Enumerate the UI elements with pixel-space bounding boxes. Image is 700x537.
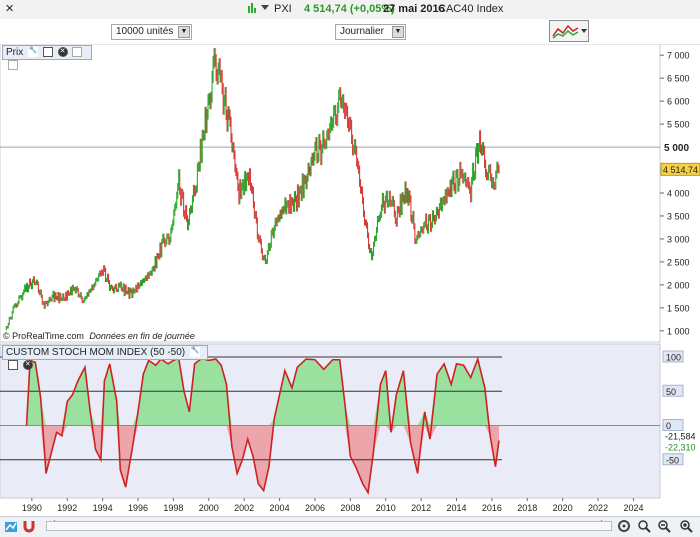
negative-area bbox=[26, 425, 499, 493]
indicator-tick-label: 100 bbox=[666, 353, 681, 363]
quantity-select[interactable]: 10000 unités ▼ bbox=[111, 24, 192, 40]
indicator-fill bbox=[26, 358, 499, 493]
price-tick-label: 2 500 bbox=[667, 257, 690, 267]
current-price-label: 4 514,74 bbox=[663, 165, 698, 175]
settings-icon[interactable] bbox=[617, 519, 631, 533]
price-plot-area bbox=[0, 44, 661, 343]
period-select-value: Journalier bbox=[340, 26, 384, 37]
wrench-icon[interactable]: 🔧 bbox=[189, 347, 200, 358]
price-tick-label: 1 500 bbox=[667, 303, 690, 313]
expand-icon[interactable] bbox=[8, 60, 18, 71]
horizontal-scrollbar[interactable] bbox=[46, 521, 612, 531]
price-tick-label: 5 500 bbox=[667, 120, 690, 130]
price-tick-label: 7 000 bbox=[667, 51, 690, 61]
current-price-badge bbox=[660, 162, 700, 176]
indicator-panel-label: CUSTOM STOCH MOM INDEX (50 -50) bbox=[6, 347, 186, 358]
x-tick-label: 2014 bbox=[446, 503, 466, 513]
price-tick-label: 3 500 bbox=[667, 211, 690, 221]
indicator-line bbox=[25, 356, 500, 496]
x-axis: 1990 1992 1994 1996 1998 2000 2002 2004 2006 2008… bbox=[22, 498, 643, 513]
x-tick-label: 2018 bbox=[517, 503, 537, 513]
crosshair-icon[interactable] bbox=[4, 519, 18, 533]
close-icon[interactable]: ✕ bbox=[5, 3, 15, 15]
zoom-fit-icon[interactable] bbox=[637, 519, 651, 533]
price-tick-label: 6 000 bbox=[667, 97, 690, 107]
wrench-icon[interactable]: 🔧 bbox=[28, 47, 39, 58]
x-tick-label: 1996 bbox=[128, 503, 148, 513]
chevron-down-icon bbox=[581, 29, 587, 33]
date-label: 27 mai 2016 bbox=[383, 3, 445, 15]
x-tick-label: 2006 bbox=[305, 503, 325, 513]
collapse-icon[interactable] bbox=[72, 47, 83, 58]
title-bar: ✕ PXI 4 514,74 (+0,05%) 27 mai 2016 CAC4… bbox=[0, 0, 700, 20]
zoom-in-icon[interactable] bbox=[679, 519, 693, 533]
indicator-value-2: -22,310 bbox=[665, 442, 696, 452]
toolbar: 10000 unités ▼ Journalier ▼ bbox=[0, 19, 700, 45]
price-tick-label: 6 500 bbox=[667, 74, 690, 84]
chart-style-button[interactable] bbox=[549, 20, 589, 42]
x-tick-label: 2016 bbox=[482, 503, 502, 513]
indicator-tick-box bbox=[662, 419, 684, 431]
indicator-panel-header: CUSTOM STOCH MOM INDEX (50 -50) 🔧 ✕ bbox=[2, 345, 208, 371]
x-tick-label: 2002 bbox=[234, 503, 254, 513]
bar-chart-icon bbox=[248, 3, 257, 13]
x-tick-label: 2012 bbox=[411, 503, 431, 513]
x-tick-label: 2004 bbox=[270, 503, 290, 513]
indicator-tick-label: 0 bbox=[666, 421, 671, 431]
quantity-select-value: 10000 unités bbox=[116, 26, 174, 37]
x-tick-label: 2008 bbox=[340, 503, 360, 513]
zoom-out-icon[interactable] bbox=[657, 519, 671, 533]
price-tick-label: 2 000 bbox=[667, 280, 690, 290]
copyright-text: © ProRealTime.com bbox=[3, 331, 84, 341]
dropdown-arrow-icon[interactable] bbox=[261, 5, 269, 10]
price-tick-label: 3 000 bbox=[667, 234, 690, 244]
close-icon[interactable]: ✕ bbox=[22, 360, 33, 371]
indicator-series bbox=[25, 356, 500, 496]
indicator-tick-box bbox=[662, 384, 684, 397]
window-icon[interactable] bbox=[42, 47, 53, 58]
price-panel-label: Prix bbox=[6, 47, 24, 58]
symbol-label: PXI bbox=[274, 3, 292, 15]
magnet-icon[interactable] bbox=[22, 519, 36, 533]
indicator-tick-box bbox=[662, 350, 684, 363]
chart-style-icon bbox=[552, 24, 579, 39]
indicator-value-1: -21,584 bbox=[665, 431, 696, 441]
close-icon[interactable]: ✕ bbox=[57, 47, 68, 58]
x-tick-label: 1998 bbox=[163, 503, 183, 513]
period-select[interactable]: Journalier ▼ bbox=[335, 24, 406, 40]
x-tick-label: 1994 bbox=[93, 503, 113, 513]
price-tick-label: 1 000 bbox=[667, 326, 690, 336]
indicator-tick-box bbox=[662, 453, 684, 466]
price-y-axis: 1 000 1 500 2 000 2 500 3 000 3 500 4 000 5 500… bbox=[660, 51, 700, 336]
price-tick-label: 4 000 bbox=[667, 189, 690, 199]
positive-area bbox=[26, 358, 499, 426]
price-change-label: 4 514,74 (+0,05%) bbox=[304, 3, 395, 15]
price-series bbox=[5, 48, 500, 331]
data-note-text: Données en fin de journée bbox=[89, 331, 195, 341]
x-tick-label: 2010 bbox=[376, 503, 396, 513]
x-tick-label: 1990 bbox=[22, 503, 42, 513]
chart-area: 1 000 1 500 2 000 2 500 3 000 3 500 4 000 5 500… bbox=[0, 44, 700, 513]
indicator-tick-label: 50 bbox=[666, 387, 676, 397]
chevron-down-icon: ▼ bbox=[178, 26, 190, 38]
x-tick-label: 1992 bbox=[57, 503, 77, 513]
x-tick-label: 2000 bbox=[199, 503, 219, 513]
price-panel-header: Prix 🔧 ✕ bbox=[2, 45, 92, 71]
window-icon[interactable] bbox=[8, 360, 18, 371]
indicator-tick-label: -50 bbox=[666, 455, 679, 465]
indicator-y-axis: 100 50 0 -50 -21,584-22,310 bbox=[662, 350, 696, 466]
copyright-note: © ProRealTime.com Données en fin de jour… bbox=[3, 331, 195, 341]
x-tick-label: 2020 bbox=[553, 503, 573, 513]
chevron-down-icon: ▼ bbox=[392, 26, 404, 38]
highlight-level-label: 5 000 bbox=[664, 143, 689, 154]
x-tick-label: 2024 bbox=[623, 503, 643, 513]
x-tick-label: 2022 bbox=[588, 503, 608, 513]
index-name-label: CAC40 Index bbox=[438, 3, 504, 15]
